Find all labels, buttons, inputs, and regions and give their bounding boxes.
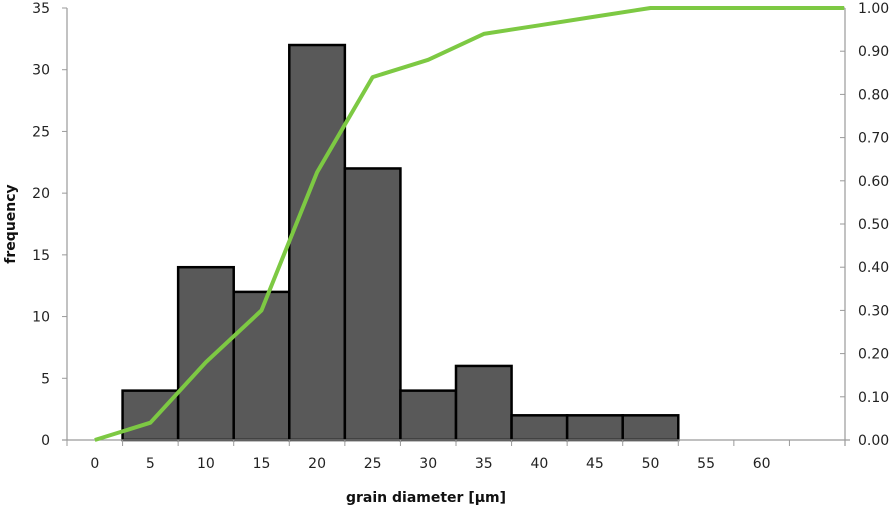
y2-tick-label: 0.60 xyxy=(858,174,889,190)
y2-tick-label: 0.30 xyxy=(858,303,889,319)
y-tick-label: 30 xyxy=(32,63,50,79)
y-tick-label: 25 xyxy=(32,124,50,140)
histogram-bar xyxy=(343,167,402,442)
x-tick-label: 25 xyxy=(364,456,382,472)
y2-tick-label: 1.00 xyxy=(858,1,889,17)
frequency-bars xyxy=(121,43,680,442)
x-tick-label: 50 xyxy=(642,456,660,472)
x-tick-label: 0 xyxy=(90,456,99,472)
x-tick-label: 45 xyxy=(586,456,604,472)
right-y-ticks: 0.00 0.10 0.20 0.30 0.40 0.50 0.60 0.70 0.80 0.90… xyxy=(840,1,889,449)
x-tick-label: 15 xyxy=(253,456,271,472)
histogram-bar xyxy=(510,414,569,442)
histogram-bar xyxy=(454,364,513,442)
y2-tick-label: 0.70 xyxy=(858,131,889,147)
histogram-bar xyxy=(565,414,624,442)
y-tick-label: 35 xyxy=(32,1,50,17)
y-tick-label: 10 xyxy=(32,310,50,326)
y-tick-label: 15 xyxy=(32,248,50,264)
y-axis-title: frequency xyxy=(3,184,19,263)
y2-tick-label: 0.80 xyxy=(858,87,889,103)
histogram-bar xyxy=(232,290,291,442)
y-tick-label: 5 xyxy=(41,371,50,387)
x-tick-label: 30 xyxy=(419,456,437,472)
y2-tick-label: 0.20 xyxy=(858,347,889,363)
y-tick-label: 20 xyxy=(32,186,50,202)
x-tick-label: 55 xyxy=(697,456,715,472)
x-axis-title: grain diameter [µm] xyxy=(346,490,506,506)
histogram-bar xyxy=(621,414,680,442)
cumulative-line xyxy=(94,6,845,442)
y2-tick-label: 0.00 xyxy=(858,433,889,449)
y-tick-label: 0 xyxy=(41,433,50,449)
y2-tick-label: 0.50 xyxy=(858,217,889,233)
y2-tick-label: 0.90 xyxy=(858,44,889,60)
left-y-ticks: 0 5 10 15 20 25 30 35 xyxy=(32,1,67,449)
histogram-bar xyxy=(288,43,347,442)
x-tick-label: 35 xyxy=(475,456,493,472)
y2-tick-label: 0.10 xyxy=(858,390,889,406)
histogram-bar xyxy=(176,265,235,442)
x-tick-label: 40 xyxy=(530,456,548,472)
x-tick-label: 20 xyxy=(308,456,326,472)
histogram-bar xyxy=(121,389,180,442)
x-tick-label: 5 xyxy=(146,456,155,472)
x-tick-label: 10 xyxy=(197,456,215,472)
x-tick-label: 60 xyxy=(753,456,771,472)
x-ticks: 0 5 10 15 20 25 30 35 40 45 50 55 60 xyxy=(66,440,846,472)
y2-tick-label: 0.40 xyxy=(858,260,889,276)
histogram-bar xyxy=(399,389,458,442)
